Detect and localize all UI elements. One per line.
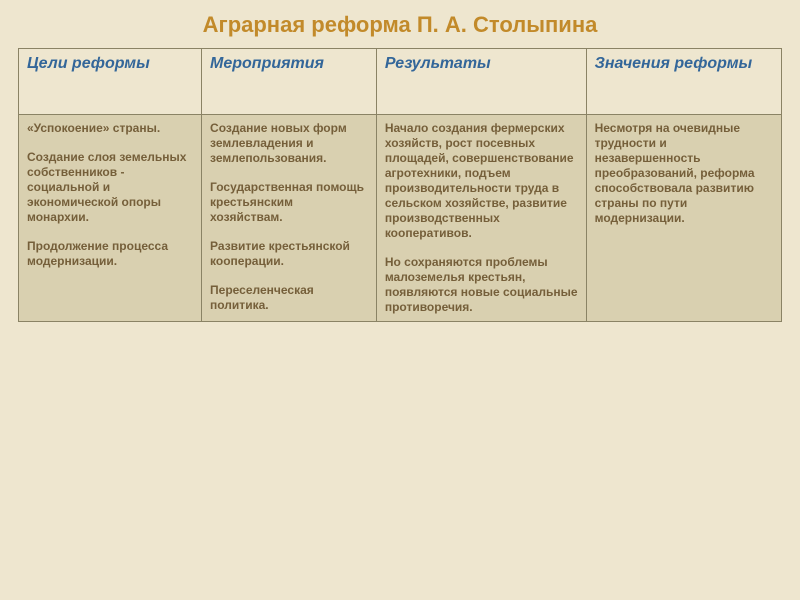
table-row: «Успокоение» страны. Создание слоя земель…	[19, 115, 782, 322]
cell-paragraph: Создание слоя земельных собственников - …	[27, 150, 193, 225]
cell-paragraph: Переселенческая политика.	[210, 283, 368, 313]
cell-paragraph: Развитие крестьянской кооперации.	[210, 239, 368, 269]
cell-paragraph: Но сохраняются проблемы малоземелья крес…	[385, 255, 578, 315]
table-cell: «Успокоение» страны. Создание слоя земель…	[19, 115, 202, 322]
table-header-cell: Значения реформы	[586, 49, 781, 115]
cell-paragraph: «Успокоение» страны.	[27, 121, 193, 136]
table-cell: Создание новых форм землевладения и земл…	[202, 115, 377, 322]
table-cell: Несмотря на очевидные трудности и незаве…	[586, 115, 781, 322]
table-header-cell: Цели реформы	[19, 49, 202, 115]
reform-table: Цели реформыМероприятияРезультатыЗначени…	[18, 48, 782, 322]
cell-paragraph: Несмотря на очевидные трудности и незаве…	[595, 121, 773, 226]
slide: Аграрная реформа П. А. Столыпина Цели ре…	[0, 0, 800, 600]
table-header-cell: Результаты	[376, 49, 586, 115]
cell-paragraph: Государственная помощь крестьянским хозя…	[210, 180, 368, 225]
cell-paragraph: Создание новых форм землевладения и земл…	[210, 121, 368, 166]
slide-title: Аграрная реформа П. А. Столыпина	[18, 12, 782, 38]
cell-paragraph: Продолжение процесса модернизации.	[27, 239, 193, 269]
table-header-cell: Мероприятия	[202, 49, 377, 115]
table-header-row: Цели реформыМероприятияРезультатыЗначени…	[19, 49, 782, 115]
cell-paragraph: Начало создания фермерских хозяйств, рос…	[385, 121, 578, 241]
table-cell: Начало создания фермерских хозяйств, рос…	[376, 115, 586, 322]
